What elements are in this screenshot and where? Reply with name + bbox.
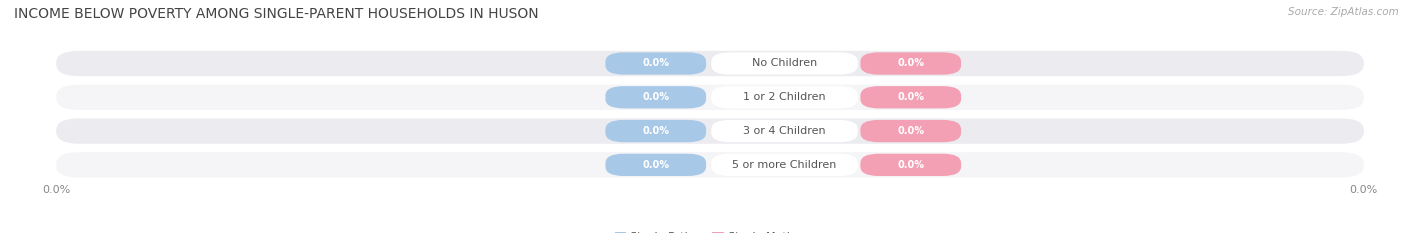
Text: 0.0%: 0.0% bbox=[643, 126, 669, 136]
Text: 0.0%: 0.0% bbox=[643, 160, 669, 170]
FancyBboxPatch shape bbox=[56, 152, 1364, 178]
FancyBboxPatch shape bbox=[860, 154, 962, 176]
FancyBboxPatch shape bbox=[860, 120, 962, 142]
Text: 0.0%: 0.0% bbox=[897, 92, 924, 102]
Text: No Children: No Children bbox=[752, 58, 817, 69]
Text: 0.0%: 0.0% bbox=[643, 92, 669, 102]
FancyBboxPatch shape bbox=[56, 51, 1364, 76]
Text: INCOME BELOW POVERTY AMONG SINGLE-PARENT HOUSEHOLDS IN HUSON: INCOME BELOW POVERTY AMONG SINGLE-PARENT… bbox=[14, 7, 538, 21]
FancyBboxPatch shape bbox=[860, 52, 962, 75]
Text: 0.0%: 0.0% bbox=[897, 160, 924, 170]
Text: 5 or more Children: 5 or more Children bbox=[733, 160, 837, 170]
Text: 0.0%: 0.0% bbox=[897, 58, 924, 69]
Legend: Single Father, Single Mother: Single Father, Single Mother bbox=[610, 227, 810, 233]
FancyBboxPatch shape bbox=[606, 154, 706, 176]
Text: 3 or 4 Children: 3 or 4 Children bbox=[744, 126, 825, 136]
FancyBboxPatch shape bbox=[711, 154, 858, 176]
FancyBboxPatch shape bbox=[711, 120, 858, 142]
Text: 0.0%: 0.0% bbox=[643, 58, 669, 69]
FancyBboxPatch shape bbox=[56, 118, 1364, 144]
FancyBboxPatch shape bbox=[711, 86, 858, 108]
Text: 1 or 2 Children: 1 or 2 Children bbox=[744, 92, 825, 102]
FancyBboxPatch shape bbox=[56, 85, 1364, 110]
FancyBboxPatch shape bbox=[606, 52, 706, 75]
FancyBboxPatch shape bbox=[606, 120, 706, 142]
FancyBboxPatch shape bbox=[860, 86, 962, 108]
FancyBboxPatch shape bbox=[711, 52, 858, 75]
Text: Source: ZipAtlas.com: Source: ZipAtlas.com bbox=[1288, 7, 1399, 17]
FancyBboxPatch shape bbox=[606, 86, 706, 108]
Text: 0.0%: 0.0% bbox=[897, 126, 924, 136]
